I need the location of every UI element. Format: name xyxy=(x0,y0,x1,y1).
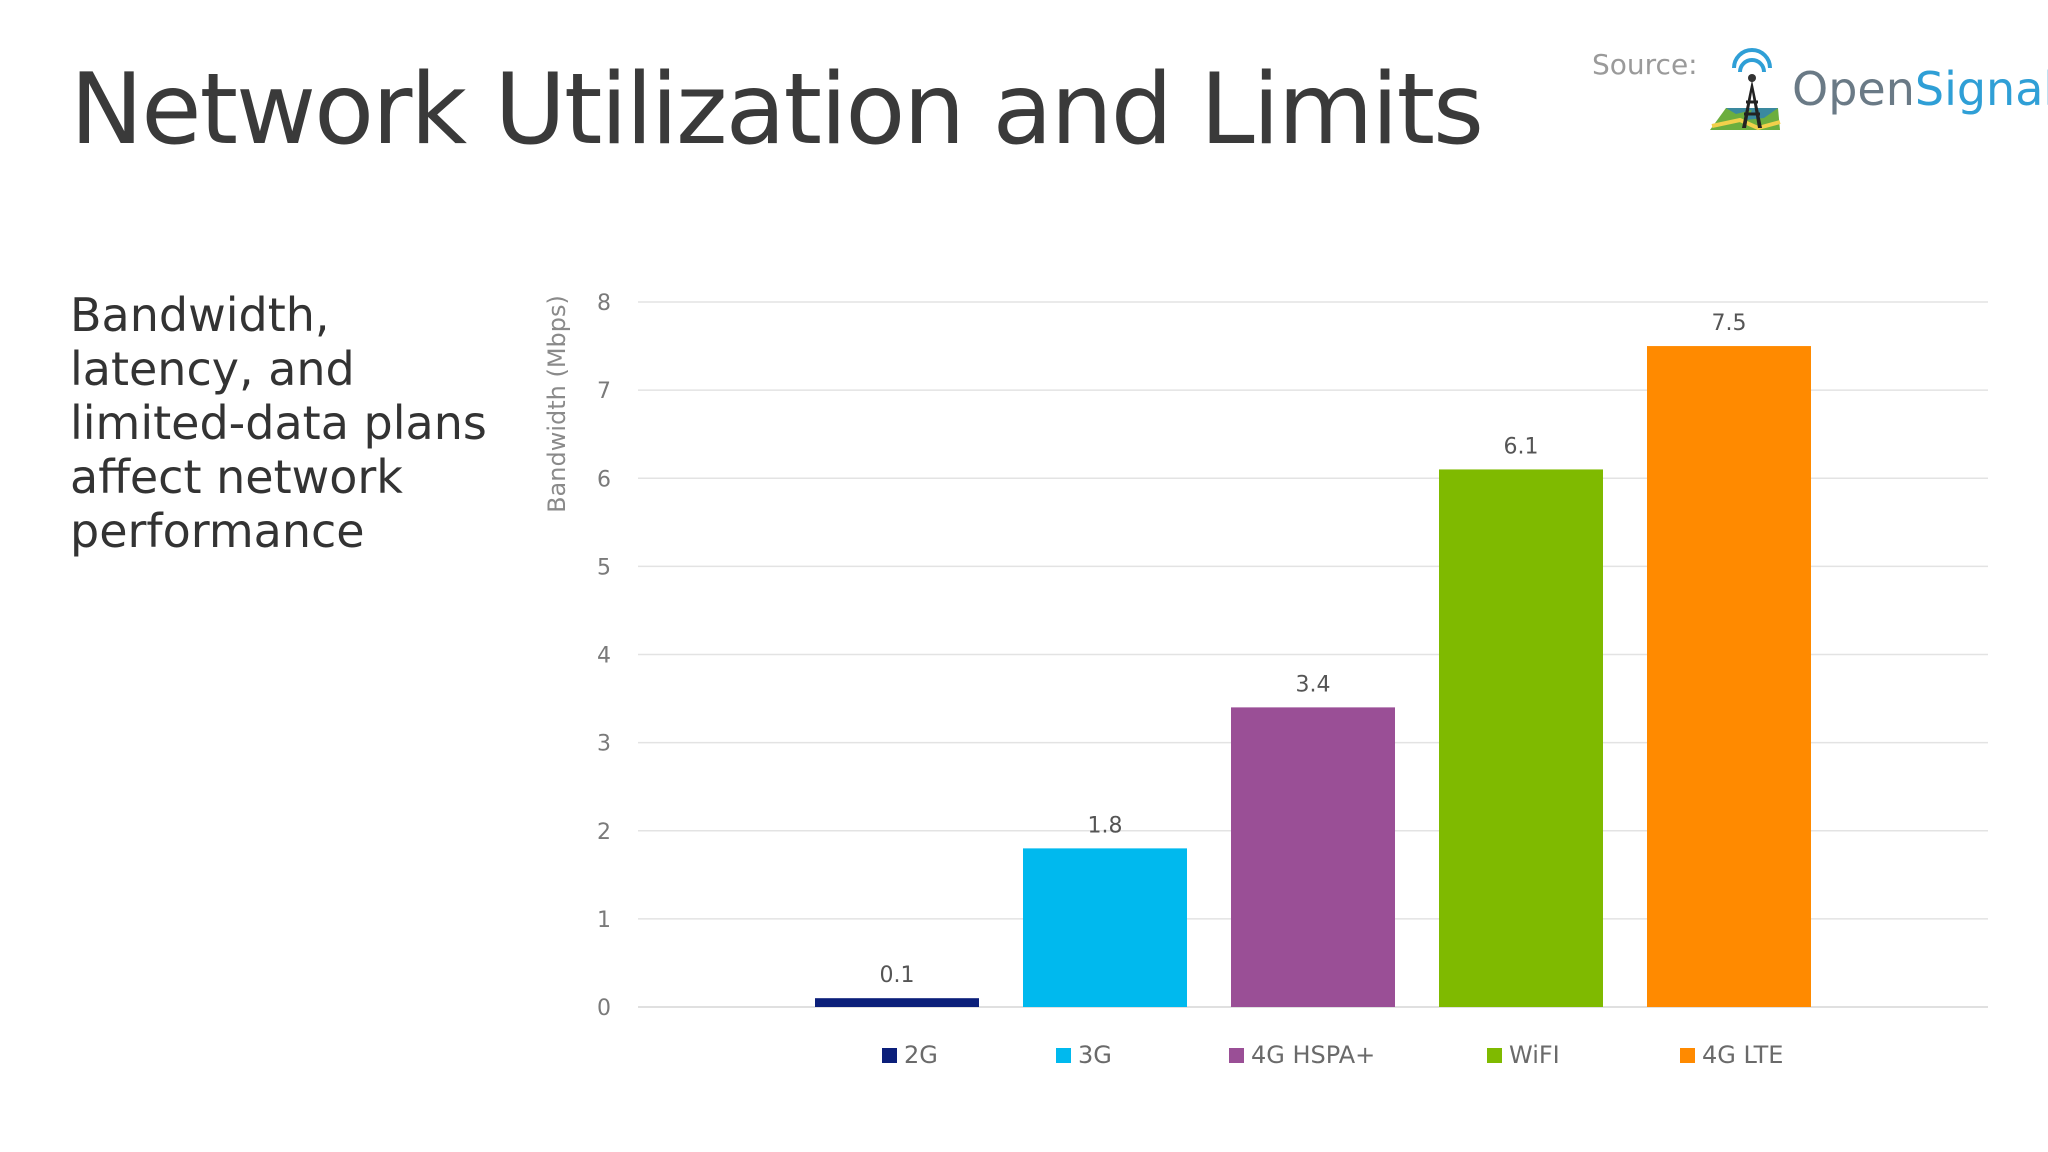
legend-swatch xyxy=(1487,1048,1502,1063)
legend-swatch xyxy=(1680,1048,1695,1063)
bar-wifi xyxy=(1439,469,1603,1007)
legend-swatch xyxy=(1229,1048,1244,1063)
opensignal-logo xyxy=(1710,48,1781,131)
opensignal-tower-icon xyxy=(1710,48,1781,131)
y-axis-ticks: 0 1 2 3 4 5 6 7 8 xyxy=(597,291,611,1021)
legend-swatch xyxy=(1056,1048,1071,1063)
source-label: Source: xyxy=(1592,48,1698,81)
bar-4g-lte xyxy=(1647,346,1811,1007)
y-tick-label: 5 xyxy=(597,555,611,580)
legend-label: 3G xyxy=(1078,1041,1112,1069)
y-tick-label: 1 xyxy=(597,908,611,933)
bar-4g-hspa- xyxy=(1231,707,1395,1007)
legend-label: 4G HSPA+ xyxy=(1251,1041,1375,1069)
y-axis-title: Bandwidth (Mbps) xyxy=(543,295,571,513)
bars xyxy=(815,346,1811,1007)
y-tick-label: 4 xyxy=(597,644,611,669)
y-tick-label: 6 xyxy=(597,467,611,492)
legend-swatch xyxy=(882,1048,897,1063)
slide-title: Network Utilization and Limits xyxy=(70,53,1484,167)
data-label: 1.8 xyxy=(1088,813,1123,838)
bar-3g xyxy=(1023,848,1187,1007)
logo-text-open: Open xyxy=(1792,62,1915,116)
data-labels: 0.1 1.8 3.4 6.1 7.5 xyxy=(880,311,1747,988)
y-tick-label: 8 xyxy=(597,291,611,316)
legend-label: 2G xyxy=(904,1041,938,1069)
data-label: 0.1 xyxy=(880,963,915,988)
logo-text-signal: Signal xyxy=(1914,62,2048,116)
y-tick-label: 3 xyxy=(597,732,611,757)
y-tick-label: 0 xyxy=(597,996,611,1021)
data-label: 3.4 xyxy=(1296,672,1331,697)
opensignal-logo-text: OpenSignal xyxy=(1792,62,2048,116)
data-label: 6.1 xyxy=(1504,434,1539,459)
slide-subtitle: Bandwidth, latency, and limited-data pla… xyxy=(70,288,487,558)
y-tick-label: 7 xyxy=(597,379,611,404)
bar-2g xyxy=(815,998,979,1007)
legend-label: WiFI xyxy=(1509,1041,1560,1069)
data-label: 7.5 xyxy=(1712,311,1747,336)
y-tick-label: 2 xyxy=(597,820,611,845)
legend: 2G 3G 4G HSPA+ WiFI 4G LTE xyxy=(882,1041,1783,1069)
legend-label: 4G LTE xyxy=(1702,1041,1783,1069)
